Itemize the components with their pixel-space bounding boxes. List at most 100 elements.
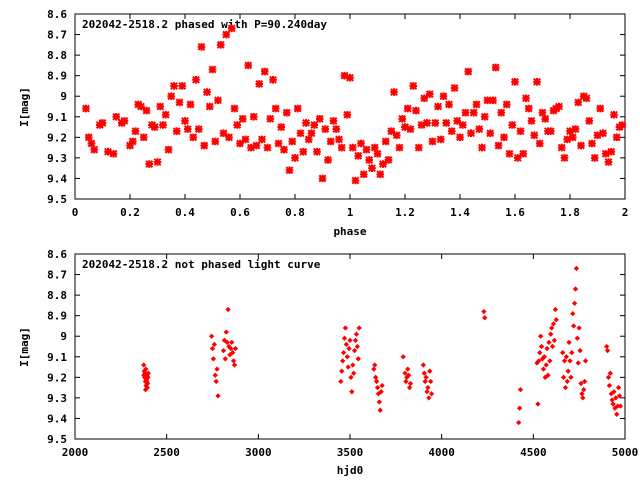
data-point bbox=[222, 356, 229, 362]
data-point bbox=[379, 160, 387, 168]
data-point bbox=[229, 349, 236, 356]
data-point bbox=[420, 94, 429, 103]
data-point bbox=[291, 153, 299, 162]
data-point bbox=[269, 75, 277, 84]
data-point bbox=[483, 96, 492, 105]
data-point bbox=[412, 106, 420, 115]
data-point bbox=[371, 366, 377, 372]
data-point bbox=[615, 384, 622, 391]
data-point bbox=[599, 129, 607, 138]
data-point bbox=[304, 135, 313, 144]
data-point bbox=[596, 104, 605, 113]
data-point bbox=[232, 345, 239, 352]
data-point bbox=[480, 112, 489, 121]
data-point bbox=[344, 354, 351, 360]
data-point bbox=[607, 147, 616, 156]
data-point bbox=[403, 104, 412, 113]
data-point bbox=[211, 137, 220, 146]
data-point bbox=[469, 108, 478, 117]
data-point bbox=[156, 102, 165, 111]
data-point bbox=[228, 339, 235, 346]
data-point bbox=[277, 123, 286, 131]
data-point bbox=[104, 147, 112, 156]
data-point bbox=[618, 121, 627, 129]
data-point bbox=[562, 384, 569, 391]
data-point bbox=[580, 386, 587, 393]
data-point bbox=[296, 129, 305, 138]
y-axis: 8.6 8.7 8.8 8.9 9 9.1 9.2 9.3 9.4 9.5 bbox=[47, 248, 625, 446]
data-point bbox=[373, 149, 382, 158]
data-point bbox=[559, 349, 566, 356]
x-tick-label: 4500 bbox=[520, 446, 547, 459]
data-point bbox=[489, 96, 497, 105]
data-point bbox=[356, 325, 362, 331]
data-point bbox=[238, 114, 247, 123]
data-point bbox=[233, 121, 242, 129]
data-point bbox=[131, 127, 140, 136]
data-point bbox=[569, 310, 576, 317]
data-point bbox=[403, 378, 409, 385]
data-point bbox=[368, 164, 376, 173]
data-point bbox=[551, 337, 558, 344]
y-axis: 8.6 8.7 8.8 8.9 9 9.1 9.2 9.3 9.4 9.5 bbox=[47, 8, 625, 206]
data-point bbox=[145, 160, 154, 168]
x-axis-label: hjd0 bbox=[337, 464, 364, 477]
data-point bbox=[192, 75, 200, 84]
data-point bbox=[307, 129, 316, 138]
data-point bbox=[566, 339, 572, 346]
data-point bbox=[220, 347, 227, 354]
data-point bbox=[362, 145, 371, 154]
data-point bbox=[472, 100, 481, 109]
data-point bbox=[215, 393, 221, 399]
y-tick-label: 9.2 bbox=[47, 131, 67, 144]
data-point bbox=[186, 100, 195, 109]
data-point bbox=[568, 133, 577, 142]
data-point bbox=[537, 333, 544, 339]
data-point bbox=[329, 116, 338, 125]
y-tick-label: 8.9 bbox=[47, 310, 67, 323]
x-tick-label: 5000 bbox=[612, 446, 639, 459]
data-point bbox=[153, 158, 162, 166]
data-point bbox=[527, 116, 536, 125]
data-point bbox=[574, 335, 581, 342]
data-point bbox=[524, 104, 533, 113]
y-tick-label: 8.6 bbox=[47, 248, 67, 261]
data-point bbox=[231, 362, 238, 368]
data-point bbox=[577, 347, 583, 354]
data-point bbox=[513, 153, 522, 162]
data-point bbox=[568, 374, 574, 381]
data-point bbox=[606, 382, 613, 389]
data-point bbox=[515, 419, 522, 426]
data-point bbox=[280, 145, 288, 154]
data-point bbox=[337, 143, 346, 152]
data-point bbox=[436, 135, 445, 144]
data-point bbox=[548, 325, 555, 331]
data-point bbox=[475, 125, 484, 134]
data-point bbox=[420, 362, 427, 368]
data-point bbox=[288, 137, 297, 146]
data-point bbox=[406, 125, 415, 134]
data-point bbox=[378, 388, 384, 395]
data-point bbox=[371, 362, 378, 368]
data-point bbox=[225, 306, 231, 313]
data-point bbox=[249, 112, 258, 121]
data-point bbox=[508, 121, 517, 129]
data-point bbox=[428, 137, 437, 146]
data-point bbox=[543, 362, 549, 368]
data-point bbox=[604, 347, 611, 354]
data-point bbox=[142, 106, 151, 115]
data-point bbox=[372, 374, 379, 381]
data-point bbox=[546, 339, 552, 346]
data-point bbox=[354, 343, 361, 350]
data-point bbox=[230, 358, 237, 364]
y-tick-label: 8.7 bbox=[47, 29, 67, 42]
data-point bbox=[557, 143, 566, 152]
data-point bbox=[349, 388, 355, 395]
data-point bbox=[172, 127, 181, 136]
data-point bbox=[343, 110, 352, 119]
data-point bbox=[409, 82, 418, 90]
data-point bbox=[573, 265, 580, 272]
data-point bbox=[244, 61, 253, 70]
data-point bbox=[395, 143, 404, 152]
data-point bbox=[228, 345, 234, 352]
